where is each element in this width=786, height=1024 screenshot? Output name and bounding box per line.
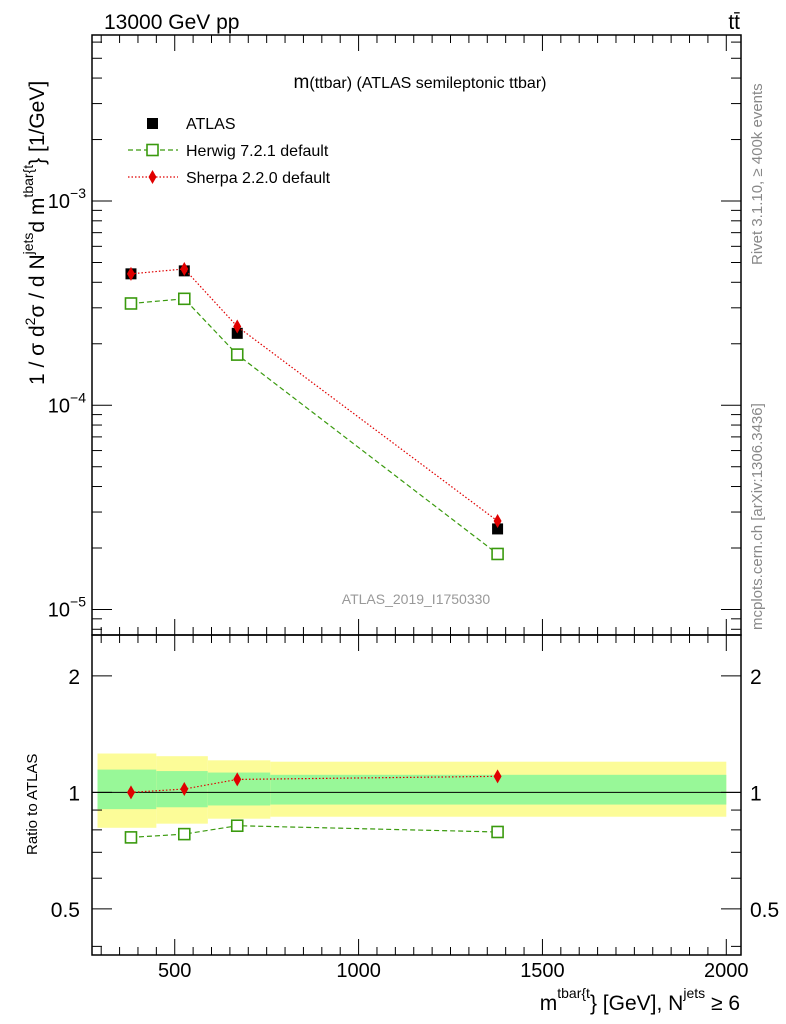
xlabel-part-1: m xyxy=(540,992,558,1015)
main-panel-ticks xyxy=(92,35,741,635)
series-sherpa-ratio-point xyxy=(126,785,135,800)
legend-marker-sherpa xyxy=(148,170,157,184)
xlabel-sup-tbar: tbar{t xyxy=(557,985,590,1001)
series-herwig-point xyxy=(491,547,504,561)
ylabel-sup-jets: jets xyxy=(20,233,36,256)
ratio-y-tick-label-right: 0.5 xyxy=(750,899,779,922)
y-tick-label-base: 10 xyxy=(48,191,70,213)
ylabel-part-2: σ / d N xyxy=(26,254,49,317)
main-y-axis-label: 1 / σ d2σ / d Njetsd mtbar{t} [1/GeV] xyxy=(20,81,49,385)
x-tick-labels: 500 1000 1500 2000 xyxy=(158,960,748,982)
ylabel-sup-2: 2 xyxy=(22,317,38,325)
main-series xyxy=(124,261,504,561)
y-tick-label-base: 10 xyxy=(48,599,70,621)
ratio-panel-frame xyxy=(91,634,742,956)
ratio-band-inner xyxy=(97,769,157,810)
main-title-rest: (ATLAS semileptonic ttbar) xyxy=(352,75,546,92)
y-tick-label: 10−3 xyxy=(48,185,86,213)
legend-label-herwig: Herwig 7.2.1 default xyxy=(186,143,329,160)
series-sherpa-point xyxy=(126,266,135,281)
ylabel-part-3: d m xyxy=(26,198,49,233)
series-sherpa-point xyxy=(493,514,502,529)
series-sherpa-ratio-point xyxy=(493,769,502,784)
x-tick-label: 500 xyxy=(158,960,191,982)
series-sherpa-point xyxy=(233,319,242,334)
ratio-uncertainty-bands xyxy=(97,753,727,828)
y-tick-label-exponent: −4 xyxy=(70,389,86,405)
legend-marker-atlas xyxy=(147,118,158,129)
xlabel-part-2: } [GeV], N xyxy=(590,992,683,1015)
energy-label: 13000 GeV pp xyxy=(104,11,239,34)
series-sherpa-ratio-point xyxy=(233,772,242,787)
x-tick-label: 1000 xyxy=(336,960,381,982)
ylabel-part-1: 1 / σ d xyxy=(26,325,49,385)
series-sherpa-ratio-point xyxy=(180,782,189,797)
y-tick-label: 10−5 xyxy=(48,593,86,621)
ratio-y-tick-label-left: 0.5 xyxy=(51,899,80,922)
series-herwig-ratio-point xyxy=(177,827,191,841)
mcplots-label: mcplots.cern.ch [arXiv:1306.3436] xyxy=(749,403,766,630)
main-panel: 10−310−410−5 m(ttbar) (ATLAS semileptoni… xyxy=(20,34,742,636)
ratio-panel: 2 2 1 1 0.5 0.5 500 1000 1500 2000 Ratio to ATLA… xyxy=(24,634,779,1015)
ratio-series xyxy=(124,769,504,844)
series-atlas-point xyxy=(492,523,504,535)
ratio-y-tick-label-left: 2 xyxy=(68,666,80,689)
x-axis-label: mtbar{t} [GeV], Njets ≥ 6 xyxy=(540,985,740,1015)
legend-entry-sherpa: Sherpa 2.2.0 default xyxy=(128,170,331,187)
ratio-y-tick-labels: 2 2 1 1 0.5 0.5 xyxy=(51,666,779,922)
y-tick-label-base: 10 xyxy=(48,395,70,417)
ratio-y-tick-label-right: 1 xyxy=(750,782,762,805)
legend-entry-herwig: Herwig 7.2.1 default xyxy=(128,143,329,160)
main-title-paren: (ttbar) xyxy=(309,75,352,92)
series-herwig-ratio-point xyxy=(124,831,138,844)
xlabel-part-3: ≥ 6 xyxy=(705,992,740,1015)
legend: ATLAS Herwig 7.2.1 default Sherpa 2.2.0 … xyxy=(128,116,331,187)
main-y-tick-labels: 10−310−410−5 xyxy=(48,185,86,621)
legend-marker-herwig xyxy=(146,143,159,157)
analysis-watermark: ATLAS_2019_I1750330 xyxy=(342,591,491,607)
y-tick-label: 10−4 xyxy=(48,389,86,417)
rivet-label: Rivet 3.1.10, ≥ 400k events xyxy=(749,83,766,265)
legend-label-sherpa: Sherpa 2.2.0 default xyxy=(186,170,331,187)
ratio-panel-ticks xyxy=(92,635,741,955)
x-tick-label: 2000 xyxy=(704,960,749,982)
series-herwig-point xyxy=(177,292,191,306)
ratio-y-tick-label-left: 1 xyxy=(68,782,80,805)
series-herwig-ratio-point xyxy=(491,825,504,839)
y-tick-label-exponent: −5 xyxy=(70,593,86,609)
main-title-main: m xyxy=(294,72,310,93)
series-herwig-ratio-line xyxy=(130,825,498,838)
xlabel-sup-jets: jets xyxy=(682,985,705,1001)
x-tick-label: 1500 xyxy=(520,960,565,982)
ylabel-sup-tbar: tbar{t xyxy=(20,165,36,198)
legend-entry-atlas: ATLAS xyxy=(147,116,236,133)
series-herwig-ratio-point xyxy=(230,819,244,833)
series-sherpa-line xyxy=(130,268,498,522)
ylabel-part-4: } [1/GeV] xyxy=(26,81,49,165)
series-herwig-point xyxy=(230,348,244,361)
ratio-y-axis-label: Ratio to ATLAS xyxy=(24,754,41,855)
series-herwig-point xyxy=(124,297,138,310)
main-title: m(ttbar) (ATLAS semileptonic ttbar) xyxy=(294,72,547,93)
process-label: tt̄ xyxy=(728,11,740,34)
y-tick-label-exponent: −3 xyxy=(70,185,86,201)
series-sherpa-point xyxy=(180,261,189,276)
series-herwig-line xyxy=(130,298,498,555)
legend-label-atlas: ATLAS xyxy=(186,116,236,133)
ratio-y-tick-label-right: 2 xyxy=(750,666,762,689)
